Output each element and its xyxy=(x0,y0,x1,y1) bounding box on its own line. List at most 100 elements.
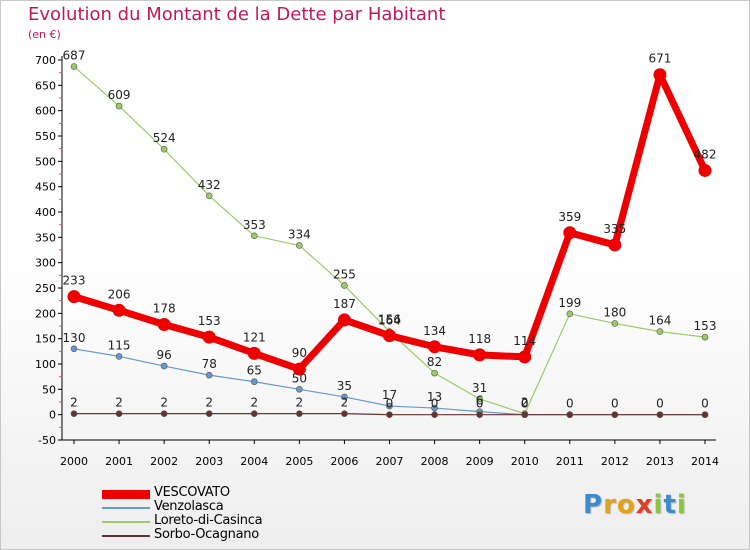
y-tick-label: 0 xyxy=(49,409,56,422)
y-tick-label: 500 xyxy=(35,155,56,168)
y-tick-label: 100 xyxy=(35,358,56,371)
legend-swatch-vescovato xyxy=(102,489,150,499)
data-point-sorbo-ocagnano xyxy=(205,410,213,417)
data-point-sorbo-ocagnano xyxy=(656,411,664,418)
data-point-loreto-di-casinca xyxy=(341,282,348,289)
logo-letter: i xyxy=(653,490,664,520)
axes: -500501001502002503003504004505005506006… xyxy=(35,54,719,468)
data-point-vescovato xyxy=(337,313,351,327)
data-point-venzolasca xyxy=(296,386,303,393)
chart-subtitle: (en €) xyxy=(28,28,61,41)
y-tick-label: 450 xyxy=(35,181,56,194)
data-point-vescovato xyxy=(112,303,126,317)
data-point-sorbo-ocagnano xyxy=(476,411,483,418)
data-point-sorbo-ocagnano xyxy=(611,411,619,418)
data-label-sorbo-ocagnano: 2 xyxy=(250,396,258,410)
data-point-venzolasca xyxy=(205,371,213,379)
legend-swatch-loreto-di-casinca xyxy=(102,521,150,523)
legend-item-venzolasca: Venzolasca xyxy=(102,499,362,514)
data-label-venzolasca: 65 xyxy=(247,364,262,378)
data-point-sorbo-ocagnano xyxy=(386,411,393,418)
data-label-loreto-di-casinca: 153 xyxy=(694,319,717,333)
data-label-sorbo-ocagnano: 2 xyxy=(296,396,304,410)
data-label-sorbo-ocagnano: 0 xyxy=(656,397,664,411)
legend-label-loreto-di-casinca: Loreto-di-Casinca xyxy=(154,513,263,528)
legend-label-vescovato: VESCOVATO xyxy=(154,485,230,500)
data-point-loreto-di-casinca xyxy=(611,320,619,327)
data-label-vescovato: 335 xyxy=(603,222,626,236)
y-tick-label: 650 xyxy=(35,79,56,92)
data-point-vescovato xyxy=(202,330,216,344)
x-tick-label: 2011 xyxy=(556,455,584,468)
data-label-loreto-di-casinca: 432 xyxy=(198,178,221,192)
data-label-vescovato: 187 xyxy=(333,297,356,311)
data-point-sorbo-ocagnano xyxy=(701,411,709,418)
data-label-sorbo-ocagnano: 2 xyxy=(115,396,123,410)
data-point-sorbo-ocagnano xyxy=(70,410,78,417)
data-label-sorbo-ocagnano: 0 xyxy=(431,397,439,411)
data-label-venzolasca: 13 xyxy=(427,390,442,404)
data-label-loreto-di-casinca: 31 xyxy=(472,381,487,395)
logo-letter: i xyxy=(676,490,687,520)
data-label-venzolasca: 115 xyxy=(108,338,131,352)
x-tick-label: 2010 xyxy=(511,455,539,468)
y-tick-label: -50 xyxy=(38,434,56,447)
data-point-sorbo-ocagnano xyxy=(160,410,168,417)
x-tick-label: 2009 xyxy=(466,455,494,468)
y-tick-label: 150 xyxy=(35,333,56,346)
data-label-venzolasca: 17 xyxy=(382,388,397,402)
data-label-sorbo-ocagnano: 2 xyxy=(205,396,213,410)
data-point-venzolasca xyxy=(115,353,123,360)
y-tick-label: 350 xyxy=(35,231,56,244)
legend-swatch-sorbo-ocagnano xyxy=(102,535,150,537)
legend-item-sorbo-ocagnano: Sorbo-Ocagnano xyxy=(102,527,362,542)
logo-letter: t xyxy=(663,490,677,520)
legend-label-venzolasca: Venzolasca xyxy=(154,499,224,514)
data-point-loreto-di-casinca xyxy=(115,102,123,110)
data-label-vescovato: 233 xyxy=(63,274,86,288)
data-point-sorbo-ocagnano xyxy=(431,411,438,418)
y-tick-label: 300 xyxy=(35,257,56,270)
data-label-venzolasca: 6 xyxy=(476,394,484,408)
data-point-loreto-di-casinca xyxy=(296,242,303,249)
data-label-loreto-di-casinca: 255 xyxy=(333,267,356,281)
x-tick-label: 2005 xyxy=(285,455,313,468)
data-label-sorbo-ocagnano: 2 xyxy=(70,396,78,410)
data-label-loreto-di-casinca: 353 xyxy=(243,218,266,232)
data-point-vescovato xyxy=(383,329,396,343)
data-point-vescovato xyxy=(292,362,306,376)
chart-title: Evolution du Montant de la Dette par Hab… xyxy=(28,4,446,25)
data-label-venzolasca: 130 xyxy=(63,331,86,345)
logo-letter: P xyxy=(583,490,604,520)
data-label-loreto-di-casinca: 164 xyxy=(378,314,401,328)
data-label-vescovato: 121 xyxy=(243,330,266,344)
data-point-vescovato xyxy=(67,290,81,304)
data-point-loreto-di-casinca xyxy=(431,369,438,377)
data-label-sorbo-ocagnano: 0 xyxy=(566,397,574,411)
logo-letter: r xyxy=(603,490,617,520)
data-point-venzolasca xyxy=(341,393,348,401)
data-label-loreto-di-casinca: 164 xyxy=(648,314,671,328)
x-tick-label: 2004 xyxy=(240,455,268,468)
data-label-loreto-di-casinca: 180 xyxy=(603,305,626,319)
data-point-loreto-di-casinca xyxy=(160,145,168,153)
data-label-vescovato: 90 xyxy=(292,346,307,360)
data-point-loreto-di-casinca xyxy=(701,333,709,341)
data-point-loreto-di-casinca xyxy=(70,63,78,70)
data-point-vescovato xyxy=(428,340,442,354)
data-point-sorbo-ocagnano xyxy=(521,411,529,418)
data-label-venzolasca: 0 xyxy=(521,397,529,411)
y-tick-label: 550 xyxy=(35,130,56,143)
data-point-vescovato xyxy=(698,163,712,177)
y-tick-label: 250 xyxy=(35,282,56,295)
data-point-loreto-di-casinca xyxy=(476,395,483,403)
data-label-vescovato: 156 xyxy=(378,313,401,327)
data-label-loreto-di-casinca: 687 xyxy=(63,49,86,63)
data-label-vescovato: 118 xyxy=(468,332,491,346)
data-label-loreto-di-casinca: 524 xyxy=(153,131,176,145)
x-tick-label: 2002 xyxy=(150,455,178,468)
data-point-sorbo-ocagnano xyxy=(566,411,574,418)
proxiti-logo: Proxiti xyxy=(583,490,687,520)
